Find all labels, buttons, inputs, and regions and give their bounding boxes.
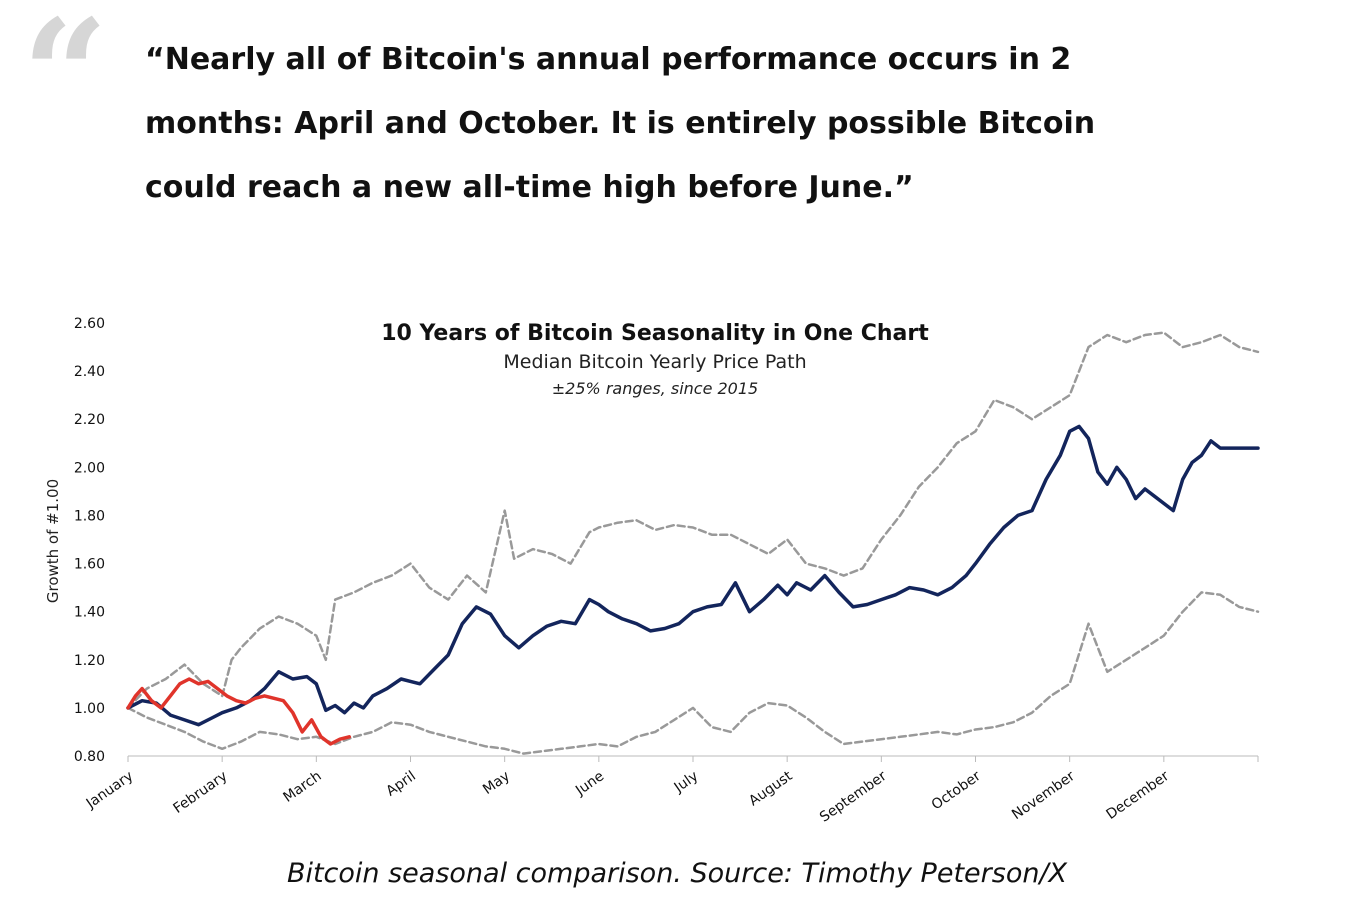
chart-subtitle: Median Bitcoin Yearly Price Path (503, 351, 806, 373)
y-tick-label: 1.60 (74, 557, 105, 573)
x-tick-label: June (572, 768, 607, 799)
series-line-upper-range (126, 331, 1260, 710)
seasonality-chart: 0.80 1.00 1.20 1.40 1.60 1.80 2.00 2.20 2.40 2.60… (44, 316, 1260, 826)
y-axis-label: Growth of #1.00 (44, 479, 62, 603)
x-tick-label: January (83, 768, 136, 812)
series-line-median (126, 424, 1260, 727)
y-tick-label: 2.40 (74, 364, 105, 380)
y-tick-label: 2.20 (74, 412, 105, 428)
y-tick-label: 0.80 (74, 749, 105, 765)
y-tick-label: 1.80 (74, 508, 105, 524)
chart-title: 10 Years of Bitcoin Seasonality in One C… (381, 321, 929, 346)
x-tick-label: December (1103, 768, 1172, 823)
x-tick-label: April (383, 768, 418, 799)
series-line-current-year (126, 677, 352, 746)
y-tick-label: 2.00 (74, 460, 105, 476)
x-tick-label: November (1009, 768, 1078, 823)
series-line-lower-range (126, 591, 1260, 755)
y-tick-label: 1.40 (74, 605, 105, 621)
quote-line-1: “Nearly all of Bitcoin's annual performa… (145, 42, 1072, 77)
x-tick-label: May (480, 768, 513, 798)
caption: Bitcoin seasonal comparison. Source: Tim… (286, 858, 1068, 889)
quote-line-3: could reach a new all-time high before J… (145, 170, 914, 205)
quote-line-2: months: April and October. It is entirel… (145, 106, 1096, 141)
x-tick-label: August (746, 768, 796, 810)
chart-note: ±25% ranges, since 2015 (552, 379, 758, 398)
y-tick-label: 1.00 (74, 701, 105, 717)
x-tick-label: October (929, 768, 984, 813)
x-tick-label: March (280, 768, 324, 806)
x-tick-label: July (671, 768, 702, 796)
y-tick-label: 1.20 (74, 653, 105, 669)
quote-mark-icon: “ (22, 0, 109, 163)
x-tick-label: September (817, 768, 890, 826)
quote-text: “Nearly all of Bitcoin's annual performa… (145, 28, 1245, 220)
y-tick-label: 2.60 (74, 316, 105, 332)
x-tick-label: February (170, 768, 230, 817)
